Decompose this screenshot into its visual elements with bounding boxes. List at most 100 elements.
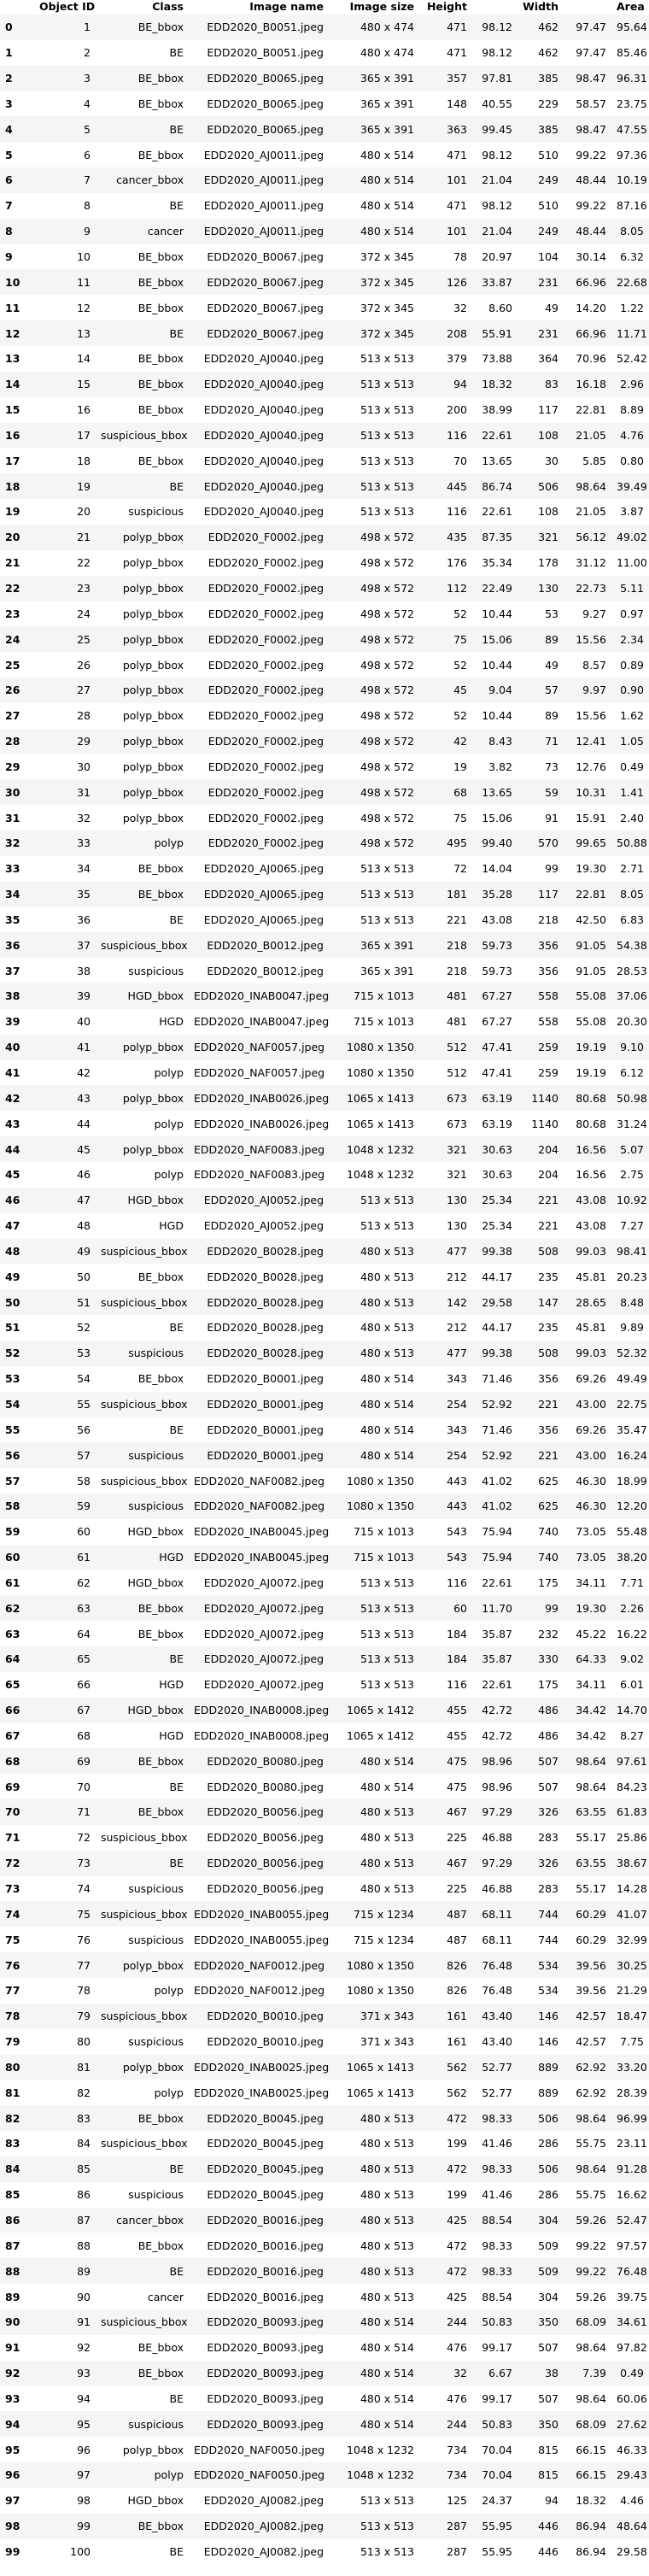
image-name-cell: EDD2020_AJ0082.jpeg xyxy=(203,2544,324,2558)
object-id-cell: 26 xyxy=(77,658,91,672)
object-id-cell: 43 xyxy=(77,1091,91,1105)
image-name-cell: EDD2020_B0016.jpeg xyxy=(207,2239,324,2252)
width-cell: 99 xyxy=(545,1601,558,1615)
image-name-cell: EDD2020_NAF0082.jpeg xyxy=(194,1474,325,1488)
header-row: Object ID Class Image name Image size Height… xyxy=(0,0,649,15)
width-cell: 740 xyxy=(538,1551,558,1564)
width-pct-cell: 98.64 xyxy=(576,479,606,493)
width-cell: 249 xyxy=(538,225,558,238)
area-cell: 52.42 xyxy=(617,352,647,366)
object-id-cell: 16 xyxy=(77,403,91,417)
row-index: 50 xyxy=(5,1295,20,1309)
height-pct-cell: 98.12 xyxy=(482,199,512,213)
image-name-cell: EDD2020_B0065.jpeg xyxy=(207,122,324,136)
image-size-cell: 480 x 513 xyxy=(360,2137,414,2151)
height-pct-cell: 99.17 xyxy=(482,2391,512,2405)
height-pct-cell: 98.96 xyxy=(482,1780,512,1793)
image-size-cell: 513 x 513 xyxy=(360,1678,414,1692)
image-size-cell: 372 x 345 xyxy=(360,326,414,340)
row-index: 63 xyxy=(5,1627,20,1640)
table-row: 87 88 BE_bbox EDD2020_B0016.jpeg 480 x 513 47… xyxy=(0,2233,649,2259)
width-pct-cell: 45.81 xyxy=(576,1321,606,1335)
image-name-cell: EDD2020_AJ0040.jpeg xyxy=(203,352,324,366)
height-pct-cell: 46.88 xyxy=(482,1831,512,1845)
class-cell: BE_bbox xyxy=(137,250,184,264)
class-cell: suspicious_bbox xyxy=(101,1397,188,1411)
class-cell: BE_bbox xyxy=(137,72,184,85)
height-cell: 254 xyxy=(447,1448,467,1462)
object-id-cell: 77 xyxy=(77,1958,91,1972)
area-cell: 29.58 xyxy=(617,2544,647,2558)
class-cell: polyp_bbox xyxy=(122,2060,184,2074)
object-id-cell: 88 xyxy=(77,2239,91,2252)
image-size-cell: 1065 x 1413 xyxy=(347,1091,414,1105)
table-row: 29 30 polyp_bbox EDD2020_F0002.jpeg 498 x 57… xyxy=(0,754,649,780)
height-cell: 475 xyxy=(447,1754,467,1768)
image-name-cell: EDD2020_F0002.jpeg xyxy=(208,811,324,824)
row-index: 88 xyxy=(5,2264,20,2278)
height-pct-cell: 50.83 xyxy=(482,2417,512,2431)
table-row: 14 15 BE_bbox EDD2020_AJ0040.jpeg 513 x 513 9… xyxy=(0,371,649,397)
height-cell: 734 xyxy=(447,2443,467,2456)
height-pct-cell: 38.99 xyxy=(482,403,512,417)
height-pct-cell: 98.33 xyxy=(482,2264,512,2278)
image-size-cell: 715 x 1013 xyxy=(353,1015,414,1029)
class-cell: BE xyxy=(169,912,184,926)
image-name-cell: EDD2020_F0002.jpeg xyxy=(208,632,324,646)
object-id-cell: 53 xyxy=(77,1347,91,1360)
image-name-cell: EDD2020_B0056.jpeg xyxy=(207,1805,324,1819)
area-cell: 50.98 xyxy=(617,1091,647,1105)
class-cell: HGD_bbox xyxy=(127,1194,184,1207)
row-index: 36 xyxy=(5,938,20,952)
width-cell: 446 xyxy=(538,2520,558,2533)
image-size-cell: 498 x 572 xyxy=(360,760,414,773)
height-cell: 481 xyxy=(447,989,467,1003)
area-cell: 39.75 xyxy=(617,2290,647,2303)
row-index: 24 xyxy=(5,632,20,646)
height-pct-cell: 99.40 xyxy=(482,836,512,850)
height-cell: 116 xyxy=(447,1678,467,1692)
image-name-cell: EDD2020_B0093.jpeg xyxy=(207,2391,324,2405)
class-cell: polyp_bbox xyxy=(122,2443,184,2456)
image-name-header: Image name xyxy=(249,0,324,13)
height-pct-cell: 97.29 xyxy=(482,1857,512,1870)
image-name-cell: EDD2020_AJ0065.jpeg xyxy=(203,862,324,876)
image-size-cell: 498 x 572 xyxy=(360,607,414,620)
width-cell: 356 xyxy=(538,964,558,977)
row-index: 46 xyxy=(5,1194,20,1207)
image-name-cell: EDD2020_F0002.jpeg xyxy=(208,785,324,799)
object-id-cell: 92 xyxy=(77,2341,91,2355)
image-size-cell: 480 x 513 xyxy=(360,2264,414,2278)
height-cell: 116 xyxy=(447,505,467,519)
table-row: 37 38 suspicious EDD2020_B0012.jpeg 365 x 39… xyxy=(0,958,649,984)
row-index: 40 xyxy=(5,1041,20,1054)
object-id-cell: 23 xyxy=(77,581,91,595)
width-pct-cell: 99.22 xyxy=(576,199,606,213)
object-id-cell: 95 xyxy=(77,2417,91,2431)
image-name-cell: EDD2020_INAB0047.jpeg xyxy=(194,989,329,1003)
object-id-cell: 97 xyxy=(77,2468,91,2482)
height-pct-cell: 99.45 xyxy=(482,122,512,136)
area-cell: 11.00 xyxy=(617,556,647,570)
width-cell: 815 xyxy=(538,2468,558,2482)
area-header: Area xyxy=(617,0,645,13)
height-cell: 72 xyxy=(453,862,467,876)
area-cell: 29.43 xyxy=(617,2468,647,2482)
height-cell: 221 xyxy=(447,912,467,926)
area-cell: 0.89 xyxy=(620,658,644,672)
width-pct-cell: 12.76 xyxy=(576,760,606,773)
height-pct-cell: 18.32 xyxy=(482,378,512,391)
row-index: 59 xyxy=(5,1525,20,1539)
height-cell: 467 xyxy=(447,1857,467,1870)
width-pct-cell: 43.00 xyxy=(576,1448,606,1462)
width-pct-cell: 42.57 xyxy=(576,2035,606,2049)
class-cell: suspicious_bbox xyxy=(101,2010,188,2023)
height-cell: 471 xyxy=(447,46,467,60)
height-cell: 471 xyxy=(447,199,467,213)
image-name-cell: EDD2020_AJ0052.jpeg xyxy=(203,1219,324,1233)
image-name-cell: EDD2020_F0002.jpeg xyxy=(208,658,324,672)
class-cell: HGD_bbox xyxy=(127,1576,184,1589)
class-cell: HGD_bbox xyxy=(127,1525,184,1539)
image-name-cell: EDD2020_INAB0026.jpeg xyxy=(194,1117,329,1130)
class-cell: BE_bbox xyxy=(137,862,184,876)
